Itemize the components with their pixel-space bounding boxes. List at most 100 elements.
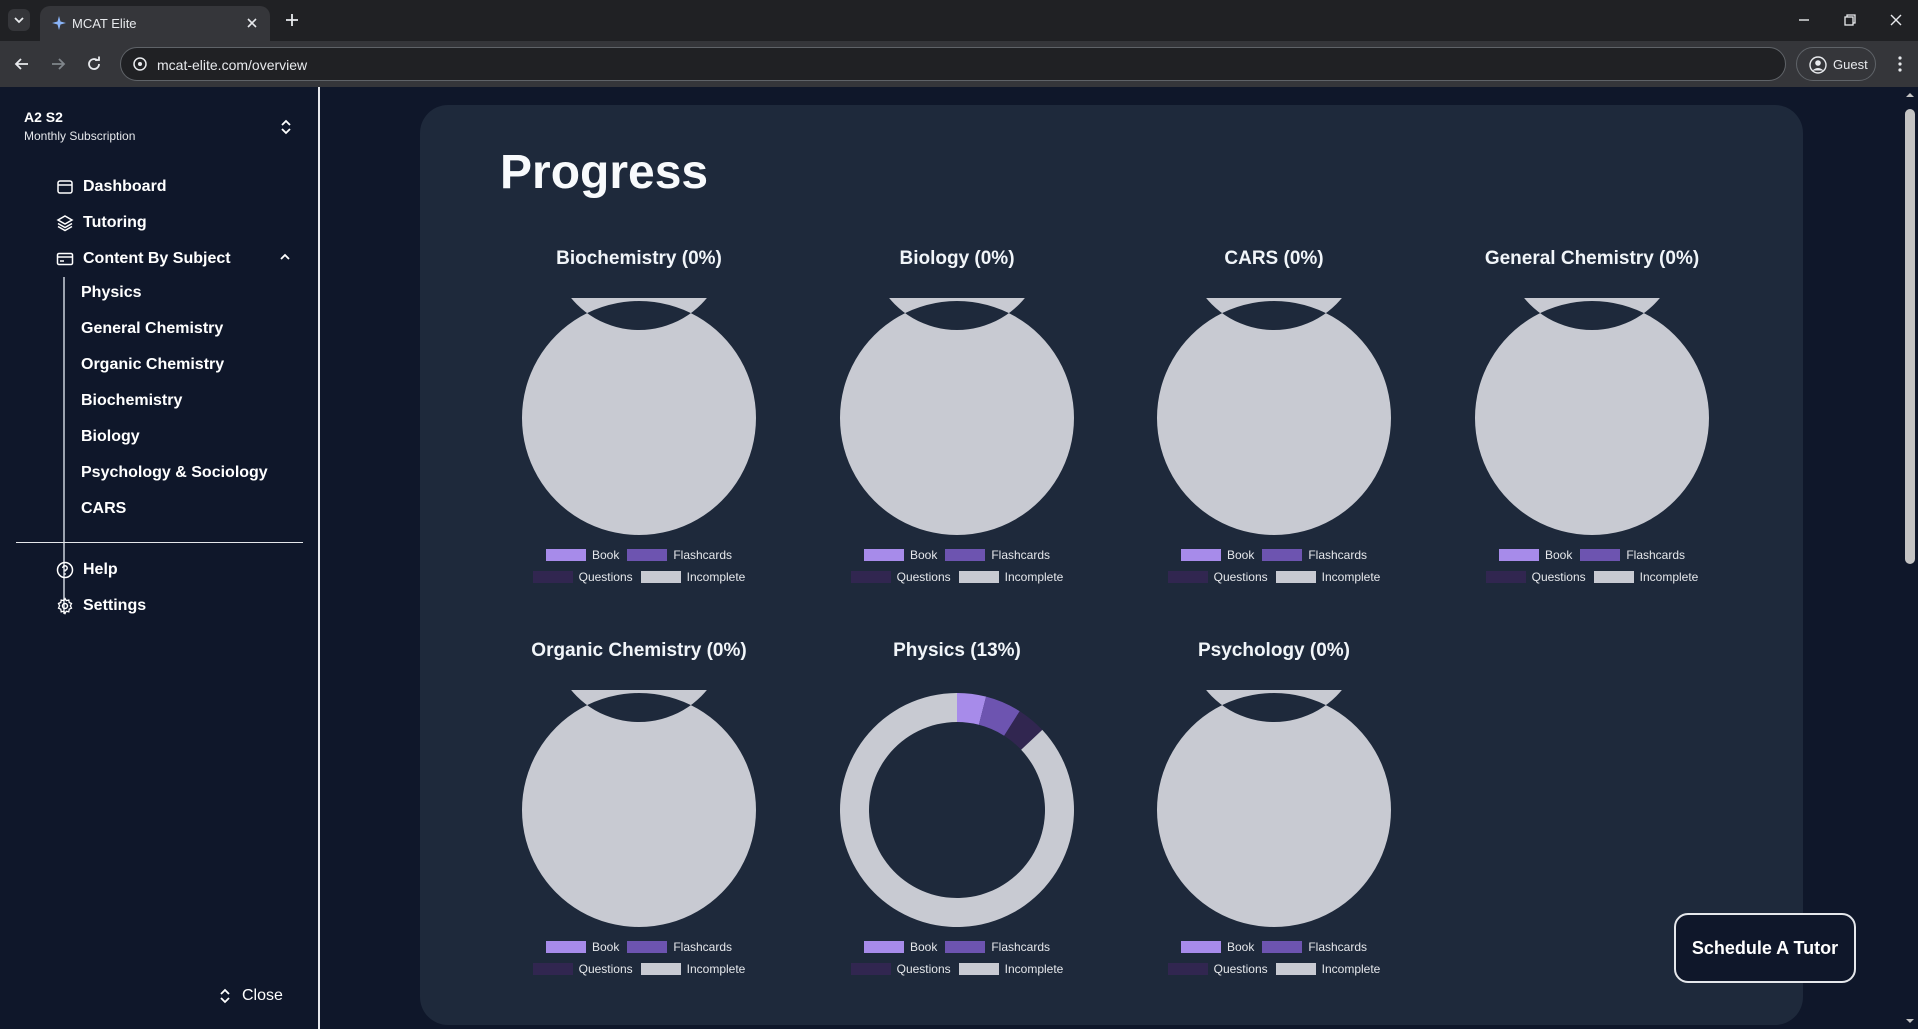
legend-item-incomplete[interactable]: Incomplete — [640, 962, 745, 976]
sidebar-divider — [16, 542, 303, 543]
forward-icon[interactable] — [46, 52, 70, 76]
legend-item-book[interactable]: Book — [545, 940, 619, 954]
subject-link-biochemistry[interactable]: Biochemistry — [81, 392, 183, 409]
chart-title: Physics (13%) — [893, 640, 1021, 661]
slice-incomplete[interactable] — [840, 298, 1074, 535]
legend-item-incomplete[interactable]: Incomplete — [1275, 570, 1381, 584]
legend-swatch — [545, 549, 586, 561]
new-tab-icon[interactable] — [282, 10, 302, 30]
sidebar-item-help[interactable]: Help — [56, 558, 118, 582]
window-close-icon[interactable] — [1884, 8, 1908, 32]
legend-label: Questions — [578, 962, 633, 976]
slice-incomplete[interactable] — [1157, 690, 1391, 927]
layers-icon — [56, 215, 74, 232]
legend-swatch — [545, 941, 586, 953]
tab-search-chevron-icon[interactable] — [8, 9, 30, 31]
legend-item-flashcards[interactable]: Flashcards — [627, 548, 732, 562]
legend-item-flashcards[interactable]: Flashcards — [1262, 940, 1367, 954]
scroll-up-icon[interactable] — [1906, 91, 1914, 99]
donut-svg — [840, 693, 1074, 927]
legend-item-questions[interactable]: Questions — [532, 962, 633, 976]
legend-item-questions[interactable]: Questions — [1167, 962, 1268, 976]
schedule-tutor-button[interactable]: Schedule A Tutor — [1674, 913, 1856, 983]
restore-icon[interactable] — [1838, 8, 1862, 32]
legend-item-questions[interactable]: Questions — [532, 570, 633, 584]
legend-label: Questions — [578, 570, 633, 584]
sidebar-close-button[interactable]: Close — [218, 987, 283, 1005]
legend-item-questions[interactable]: Questions — [1167, 570, 1268, 584]
slice-incomplete[interactable] — [522, 690, 756, 927]
close-icon[interactable] — [244, 15, 260, 31]
legend-item-questions[interactable]: Questions — [850, 962, 951, 976]
legend-label: Flashcards — [673, 548, 733, 562]
slice-incomplete[interactable] — [522, 298, 756, 535]
legend-item-flashcards[interactable]: Flashcards — [1580, 548, 1685, 562]
legend-item-questions[interactable]: Questions — [1485, 570, 1586, 584]
legend-label: Flashcards — [673, 940, 733, 954]
legend-swatch — [532, 571, 573, 583]
legend-item-incomplete[interactable]: Incomplete — [1593, 570, 1698, 584]
legend-item-questions[interactable]: Questions — [850, 570, 951, 584]
browser-tab[interactable]: MCAT Elite — [40, 6, 270, 41]
subject-link-organic-chemistry[interactable]: Organic Chemistry — [81, 356, 225, 373]
subject-link-cars[interactable]: CARS — [81, 500, 127, 517]
legend-item-book[interactable]: Book — [863, 940, 937, 954]
scroll-down-icon[interactable] — [1906, 1017, 1914, 1025]
subject-link-general-chemistry[interactable]: General Chemistry — [81, 320, 224, 337]
donut-svg — [522, 298, 756, 535]
subject-link-psychology-sociology[interactable]: Psychology & Sociology — [81, 464, 268, 481]
donut-svg — [840, 298, 1074, 535]
legend-item-book[interactable]: Book — [1180, 940, 1254, 954]
legend-item-book[interactable]: Book — [1498, 548, 1573, 562]
scroll-thumb[interactable] — [1905, 109, 1915, 564]
chart-title: General Chemistry (0%) — [1484, 248, 1700, 269]
legend-label: Incomplete — [1321, 570, 1381, 584]
address-bar[interactable]: mcat-elite.com/overview — [120, 47, 1786, 81]
scrollbar[interactable] — [1902, 87, 1918, 1029]
sidebar-item-dashboard[interactable]: Dashboard — [56, 175, 167, 199]
legend-item-book[interactable]: Book — [1180, 548, 1254, 562]
slice-questions[interactable] — [1004, 711, 1043, 750]
minimize-icon[interactable] — [1792, 8, 1816, 32]
page-title: Progress — [500, 146, 709, 199]
legend-swatch — [640, 571, 681, 583]
legend-swatch — [1180, 549, 1221, 561]
legend-item-flashcards[interactable]: Flashcards — [945, 940, 1050, 954]
chevron-up-icon[interactable] — [278, 250, 292, 264]
slice-incomplete[interactable] — [1157, 298, 1391, 535]
legend-item-book[interactable]: Book — [863, 548, 937, 562]
legend-item-flashcards[interactable]: Flashcards — [627, 940, 732, 954]
legend-item-flashcards[interactable]: Flashcards — [1262, 548, 1367, 562]
reload-icon[interactable] — [82, 52, 106, 76]
close-label: Close — [242, 987, 283, 1004]
chart-title: Biology (0%) — [899, 248, 1015, 269]
legend-label: Incomplete — [1321, 962, 1381, 976]
slice-flashcards[interactable] — [978, 696, 1020, 736]
subject-link-physics[interactable]: Physics — [81, 284, 142, 301]
legend-item-incomplete[interactable]: Incomplete — [958, 570, 1063, 584]
donut-svg — [522, 690, 756, 927]
subject-link-biology[interactable]: Biology — [81, 428, 140, 445]
donut-chart: Biochemistry (0%) Book Flashcards Questions… — [480, 248, 798, 588]
slice-book[interactable] — [957, 693, 987, 725]
chevrons-up-down-icon[interactable] — [278, 117, 294, 137]
sidebar-item-content-by-subject[interactable]: Content By Subject — [56, 247, 231, 271]
account-switcher[interactable]: A2 S2 Monthly Subscription — [24, 109, 135, 143]
legend-item-incomplete[interactable]: Incomplete — [640, 570, 745, 584]
legend-swatch — [1580, 549, 1621, 561]
legend-label: Book — [1544, 548, 1573, 562]
legend-item-incomplete[interactable]: Incomplete — [958, 962, 1063, 976]
site-info-icon[interactable] — [132, 56, 148, 72]
slice-incomplete[interactable] — [1475, 298, 1709, 535]
sidebar-item-settings[interactable]: Settings — [56, 594, 146, 618]
legend-item-book[interactable]: Book — [545, 548, 619, 562]
profile-button[interactable]: Guest — [1796, 47, 1876, 81]
chart-legend-row: Questions Incomplete — [480, 962, 798, 976]
legend-item-flashcards[interactable]: Flashcards — [945, 548, 1050, 562]
back-icon[interactable] — [10, 52, 34, 76]
legend-item-incomplete[interactable]: Incomplete — [1275, 962, 1381, 976]
more-vert-icon[interactable] — [1888, 52, 1912, 76]
legend-swatch — [1167, 963, 1208, 975]
sidebar-item-tutoring[interactable]: Tutoring — [56, 211, 147, 235]
legend-swatch — [850, 571, 891, 583]
